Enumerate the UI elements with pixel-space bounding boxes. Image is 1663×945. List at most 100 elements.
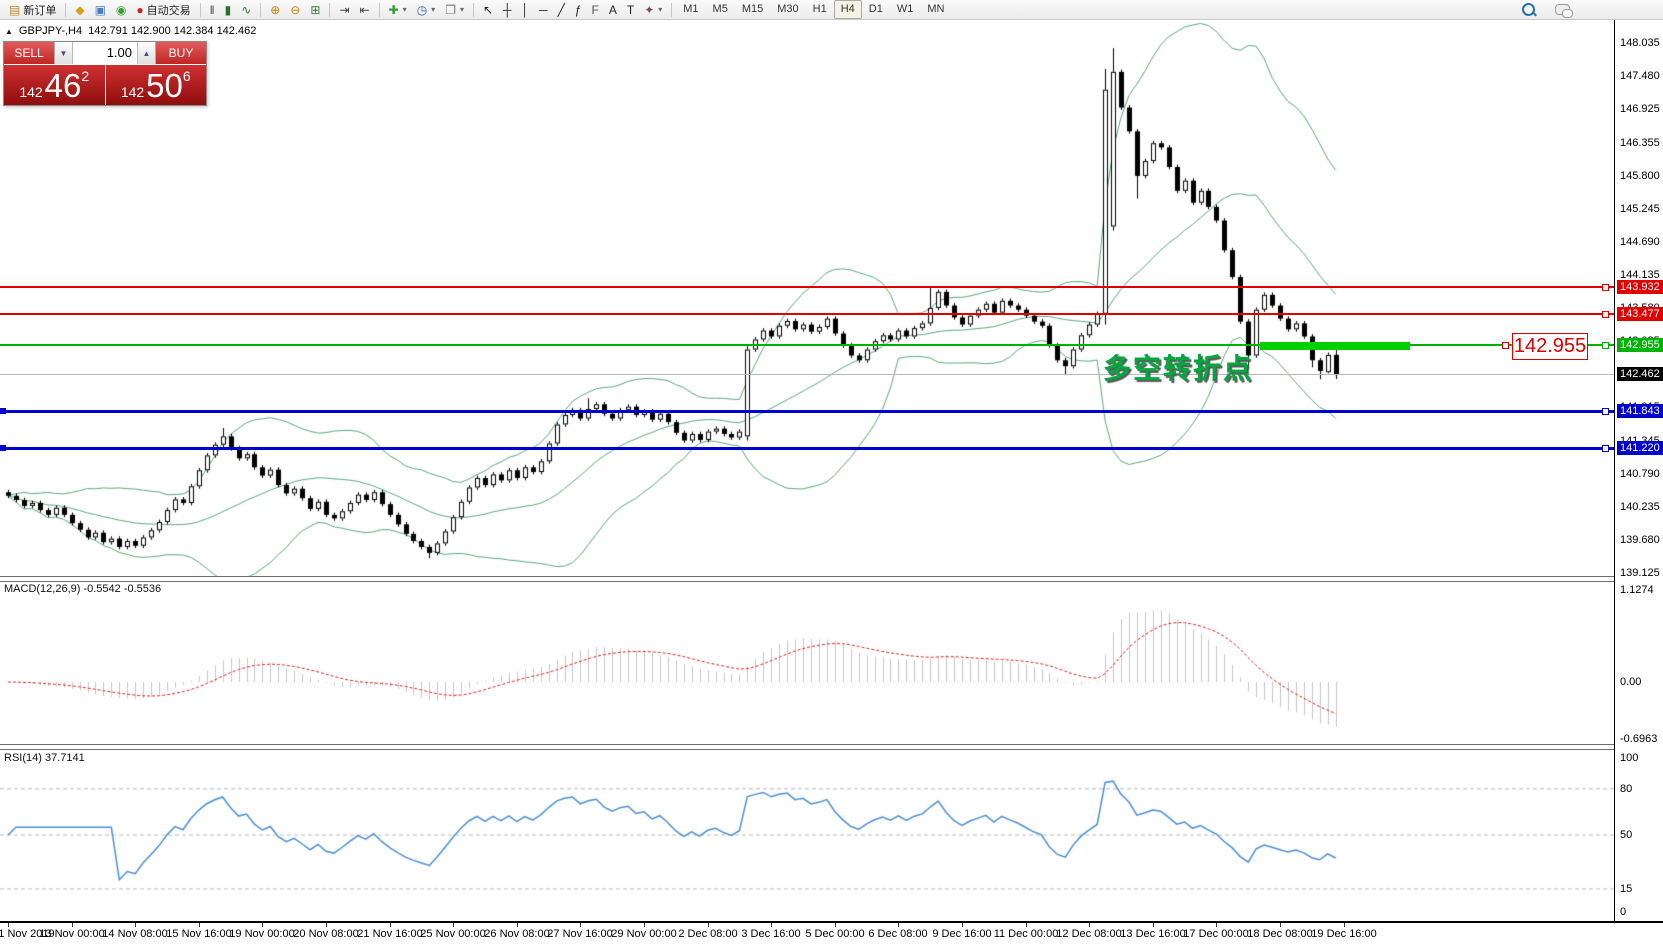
time-axis-tick (72, 923, 73, 927)
hline-143.932[interactable] (0, 286, 1614, 288)
auto-scroll-icon: ⇥ (339, 2, 350, 17)
toolbar-separator (260, 2, 262, 17)
time-axis-label: 19 Dec 16:00 (1311, 928, 1377, 940)
timeframe-h1-button[interactable]: H1 (812, 3, 827, 15)
hline-143.477[interactable] (0, 313, 1614, 315)
buy-price-button[interactable]: 142 50 6 (106, 65, 207, 105)
metaeditor-icon[interactable]: ▣ (90, 0, 111, 19)
vline-button[interactable]: │ (517, 0, 535, 19)
indicators-icon: ✚ (388, 2, 399, 17)
time-axis-tick (1280, 923, 1281, 927)
time-axis-tick (262, 923, 263, 927)
autotrading-button[interactable]: ● 自动交易 (131, 0, 195, 19)
timeframe-h4-button[interactable]: H4 (833, 0, 862, 19)
time-axis-label: 9 Dec 16:00 (932, 928, 992, 940)
text-label-button[interactable]: T (622, 0, 639, 19)
hline-handle[interactable] (1602, 445, 1609, 452)
sell-button[interactable]: SELL (4, 42, 54, 64)
dropdown-arrow-icon: ▾ (459, 5, 464, 14)
time-axis-label: 14 Nov 08:00 (102, 928, 168, 940)
sell-price-big: 46 (44, 67, 82, 104)
hline-141.843[interactable] (0, 410, 1614, 413)
hline-price-label: 143.477 (1617, 307, 1663, 321)
macd-pane-divider[interactable] (0, 576, 1614, 582)
toolbar: ▤ 新订单 ◆ ▣ ◉ ● 自动交易 ‖ ▮ ∿ ⊕ ⊖ ⊞ ⇥ ⇤ ✚ ▾ ◷ ▾ ❐ ▾ ↖ ┼ │ ─ ╱ ƒ F A T ✦ ▾ M1… (0, 0, 1663, 20)
fibo-button[interactable]: ƒ (570, 0, 587, 19)
collapse-panel-icon[interactable]: ▲ (5, 26, 13, 36)
hline-handle[interactable] (1602, 284, 1609, 291)
timeframe-m5-button[interactable]: M5 (712, 3, 728, 15)
rsi-pane-divider[interactable] (0, 744, 1614, 750)
search-button[interactable] (1517, 0, 1540, 19)
hline-button[interactable]: ─ (534, 0, 553, 19)
timeframe-mn-button[interactable]: MN (927, 3, 945, 15)
hline-142.955[interactable] (0, 344, 1614, 346)
new-order-button[interactable]: ▤ 新订单 (4, 0, 61, 19)
volume-input[interactable]: 1.00 (106, 45, 132, 60)
hline-handle[interactable] (1502, 342, 1509, 349)
price-axis-tick: 146.925 (1620, 103, 1660, 116)
buy-button[interactable]: BUY (156, 42, 206, 64)
time-axis-tick (644, 923, 645, 927)
sell-price-button[interactable]: 142 46 2 (4, 65, 106, 105)
hline-left-handle[interactable] (0, 408, 6, 414)
timeframe-d1-button[interactable]: D1 (868, 3, 883, 15)
arrows-button[interactable]: ✦ ▾ (639, 0, 667, 19)
support-highlight-bar[interactable] (1260, 342, 1410, 350)
community-button[interactable] (1550, 0, 1575, 19)
timeframe-m1-button[interactable]: M1 (683, 3, 699, 15)
bar-chart-icon: ‖ (209, 2, 215, 17)
hline-141.220[interactable] (0, 447, 1614, 450)
fibo-expansion-button[interactable]: F (586, 0, 603, 19)
chart-annotation[interactable]: 多空转折点 (1103, 353, 1254, 384)
time-axis-tick (771, 923, 772, 927)
price-callout[interactable]: 142.955 (1512, 333, 1588, 360)
time-axis-label: 17 Dec 00:00 (1183, 928, 1249, 940)
text-button[interactable]: A (604, 0, 622, 19)
rsi-axis-tick: 15 (1620, 882, 1633, 895)
marker-icon[interactable]: ◆ (70, 0, 89, 19)
hline-price-label: 141.843 (1617, 404, 1663, 418)
price-axis-tick: 144.135 (1620, 268, 1660, 281)
hline-left-handle[interactable] (0, 445, 6, 451)
vline-icon: │ (521, 2, 530, 17)
timeframe-m15-button[interactable]: M15 (741, 3, 764, 15)
line-chart-button[interactable]: ∿ (236, 0, 256, 19)
text-label-icon: T (626, 2, 635, 17)
cursor-button[interactable]: ↖ (478, 0, 498, 19)
tile-windows-button[interactable]: ⊞ (305, 0, 325, 19)
time-axis-label: 25 Nov 00:00 (420, 928, 486, 940)
rsi-label: RSI(14) 37.7141 (4, 752, 85, 764)
zoom-in-button[interactable]: ⊕ (265, 0, 285, 19)
indicators-button[interactable]: ✚ ▾ (384, 0, 412, 19)
time-axis-tick (835, 923, 836, 927)
fibo-icon: ƒ (574, 2, 582, 17)
macd-label: MACD(12,26,9) -0.5542 -0.5536 (4, 583, 162, 595)
trendline-button[interactable]: ╱ (553, 0, 570, 19)
price-axis-tick: 146.355 (1620, 136, 1660, 149)
time-axis-tick (1153, 923, 1154, 927)
chart-shift-button[interactable]: ⇤ (355, 0, 375, 19)
time-axis-tick (1344, 923, 1345, 927)
candlestick-chart-button[interactable]: ▮ (220, 0, 237, 19)
zoom-out-button[interactable]: ⊖ (285, 0, 305, 19)
metaeditor-icon-icon: ▣ (94, 2, 106, 17)
crosshair-button[interactable]: ┼ (498, 0, 517, 19)
time-axis-tick (199, 923, 200, 927)
timeframe-m30-button[interactable]: M30 (777, 3, 799, 15)
volume-down-button[interactable]: ▼ (55, 42, 73, 64)
chart-shift-icon: ⇤ (359, 2, 370, 17)
templates-button[interactable]: ❐ ▾ (440, 0, 469, 19)
hline-handle[interactable] (1602, 342, 1609, 349)
sell-price-small: 142 (19, 84, 43, 100)
auto-scroll-button[interactable]: ⇥ (334, 0, 354, 19)
bar-chart-button[interactable]: ‖ (205, 0, 220, 19)
volume-up-button[interactable]: ▲ (137, 42, 155, 64)
timeframe-w1-button[interactable]: W1 (896, 3, 914, 15)
periods-button[interactable]: ◷ ▾ (412, 0, 441, 19)
signals-icon[interactable]: ◉ (111, 0, 131, 19)
hline-handle[interactable] (1602, 311, 1609, 318)
hline-handle[interactable] (1602, 408, 1609, 415)
